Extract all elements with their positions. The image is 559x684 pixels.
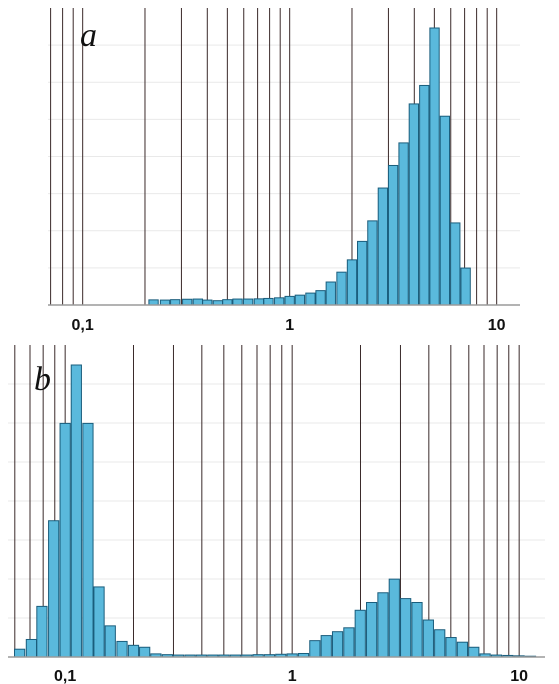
histogram-bar [411,601,423,658]
histogram-bar [309,640,321,658]
histogram-bar [419,84,430,306]
histogram-bar [346,259,358,306]
histogram-bar [377,592,389,658]
histogram-bar [192,298,203,306]
histogram-bar [377,187,389,306]
histogram-bar [445,637,457,658]
histogram-bar [422,619,434,658]
histogram-bar [82,422,94,658]
histogram-bar [367,220,378,306]
histogram-bar [354,609,366,658]
histogram-bar [242,298,254,306]
histogram-bar [263,297,274,306]
histogram-bar [408,103,420,306]
x-tick-label: 10 [510,668,528,684]
panel-label: a [80,17,97,54]
x-tick-label: 1 [288,668,297,684]
histogram-bar [331,631,344,658]
panel-label: b [34,361,51,398]
histogram-bar [450,222,461,306]
x-tick-label: 0,1 [54,668,76,684]
histogram-bar [315,290,326,306]
histogram-bar [398,142,409,306]
histogram-bar [468,646,480,658]
x-tick-label: 10 [488,317,506,334]
histogram-bar [127,644,140,658]
panel-b-chart: 0,1 1 10 b [8,345,545,684]
histogram-bar [116,640,128,658]
histogram-bar [182,298,193,306]
histogram-bar [253,298,265,306]
histogram-bar [305,292,316,306]
histogram-bar [325,281,336,306]
histogram-bar [357,240,368,306]
histogram-bar [93,586,105,658]
histogram-bar [148,299,159,306]
histogram-bar [14,648,26,658]
histogram-bar [400,598,412,658]
histogram-bar [387,164,399,306]
histogram-bar [170,299,181,306]
histogram-bar [388,578,400,658]
histogram-bar [294,294,306,306]
histogram-bar [70,364,82,658]
histogram-bar [320,635,332,658]
histogram-bar [25,638,38,658]
histogram-bar [48,520,60,658]
histogram-bar [36,605,48,658]
panel-a-chart: 0,1 1 10 a [48,8,520,334]
histogram-bar [429,27,440,306]
histogram-bar [59,422,71,658]
histogram-bar [104,625,116,658]
histogram-bar [456,641,469,658]
histogram-bar [222,299,233,306]
histogram-bar [284,295,295,306]
x-tick-label: 1 [285,317,294,334]
histogram-bar [232,298,243,306]
histogram-bar [139,646,151,658]
histogram-bar [434,629,446,658]
histogram-bar [343,627,355,658]
histogram-bar [460,267,471,306]
histogram-bar [274,297,285,306]
histogram-bar [439,115,451,306]
histogram-bar [336,271,347,306]
x-tick-label: 0,1 [72,317,94,334]
histogram-bar [366,601,378,658]
